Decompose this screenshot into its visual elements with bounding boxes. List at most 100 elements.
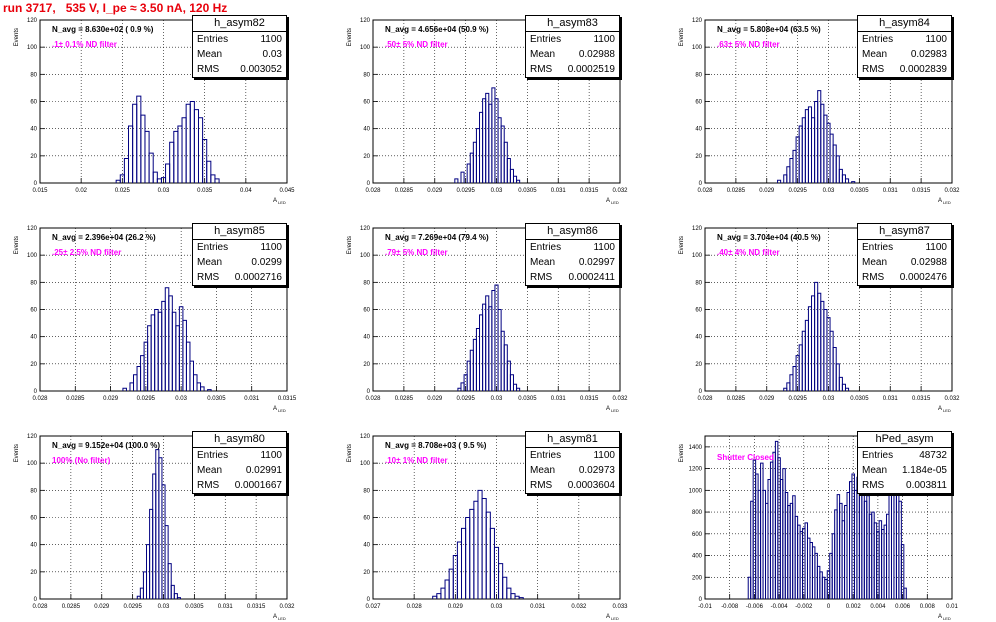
stats-key-entries: Entries: [197, 34, 229, 45]
stats-key-rms: RMS: [530, 272, 553, 283]
x-tick-label: 0.0295: [123, 604, 142, 610]
stats-row-rms: RMS 0.0002411: [526, 270, 619, 285]
stats-row-mean: Mean 0.02988: [858, 255, 951, 270]
n-avg-label: N_avg = 7.269e+04 (79.4 %): [385, 233, 489, 242]
stats-row-mean: Mean 0.02983: [858, 47, 951, 62]
stats-value-rms: 0.003811: [906, 480, 947, 491]
histogram-bin: [207, 389, 212, 391]
y-tick-label: 80: [695, 280, 702, 286]
histogram-bin: [516, 387, 521, 391]
y-tick-label: 100: [360, 45, 371, 51]
n-avg-label: N_avg = 9.152e+04 (100.0 %): [52, 441, 161, 450]
y-axis-title: Events: [14, 236, 20, 254]
x-tick-label: 0.0305: [518, 188, 537, 194]
y-tick-label: 20: [363, 154, 370, 160]
n-avg-label: N_avg = 3.704e+04 (40.5 %): [717, 233, 821, 242]
stats-key-rms: RMS: [862, 272, 885, 283]
stats-key-entries: Entries: [197, 450, 229, 461]
stats-box: h_asym82 Entries 1100 Mean 0.03 RMS 0.003052: [192, 15, 287, 78]
y-axis-title: Events: [679, 28, 685, 46]
stats-key-entries: Entries: [862, 34, 894, 45]
stats-value-rms: 0.0001667: [234, 480, 282, 491]
stats-row-rms: RMS 0.0001667: [193, 478, 286, 493]
stats-value-entries: 1100: [593, 34, 615, 45]
histogram-bin: [900, 544, 905, 599]
stats-key-rms: RMS: [530, 480, 553, 491]
x-tick-label: 0.028: [697, 396, 713, 402]
y-tick-label: 0: [367, 181, 371, 187]
stats-key-mean: Mean: [530, 465, 556, 476]
stats-key-rms: RMS: [530, 64, 553, 75]
x-tick-label: 0.0315: [912, 396, 931, 402]
histogram-bin: [148, 152, 154, 183]
histogram-name: h_asym85: [193, 224, 286, 240]
stats-row-entries: Entries 48732: [858, 448, 951, 463]
x-tick-label: 0.0305: [207, 396, 226, 402]
stats-value-rms: 0.0002411: [568, 272, 615, 283]
y-tick-label: 120: [27, 18, 38, 24]
x-tick-label: 0.028: [407, 604, 423, 610]
n-avg-label: N_avg = 8.630e+02 ( 0.9 %): [52, 25, 154, 34]
y-tick-label: 120: [692, 226, 703, 232]
y-tick-label: 0: [34, 597, 38, 603]
x-axis-title: ALED: [273, 198, 286, 205]
histogram-bin: [512, 175, 518, 183]
stats-box: h_asym81 Entries 1100 Mean 0.02973 RMS 0.00036…: [525, 431, 620, 494]
y-tick-label: 40: [363, 127, 370, 133]
stats-box: h_asym87 Entries 1100 Mean 0.02988 RMS 0.00024…: [857, 223, 952, 286]
x-tick-label: 0.03: [491, 188, 503, 194]
y-tick-label: 40: [363, 335, 370, 341]
y-tick-label: 400: [692, 554, 703, 560]
y-tick-label: 60: [363, 100, 370, 106]
x-tick-label: 0.028: [32, 604, 48, 610]
x-tick-label: 0.025: [115, 188, 131, 194]
stats-box: h_asym85 Entries 1100 Mean 0.0299 RMS 0.000271…: [192, 223, 287, 286]
stats-row-mean: Mean 0.03: [193, 47, 286, 62]
x-axis-title: ALED: [938, 198, 951, 205]
stats-row-rms: RMS 0.0002476: [858, 270, 951, 285]
x-tick-label: 0.028: [32, 396, 48, 402]
x-tick-label: 0.03: [491, 396, 503, 402]
y-tick-label: 800: [692, 510, 703, 516]
x-tick-label: 0.01: [946, 604, 958, 610]
y-tick-label: 80: [30, 280, 37, 286]
histogram-bin: [176, 597, 181, 599]
stats-row-rms: RMS 0.0003604: [526, 478, 619, 493]
stats-row-rms: RMS 0.003052: [193, 62, 286, 77]
x-tick-label: 0.002: [846, 604, 862, 610]
y-tick-label: 100: [692, 253, 703, 259]
stats-value-mean: 0.02973: [578, 465, 615, 476]
stats-key-mean: Mean: [197, 257, 223, 268]
x-tick-label: 0.0285: [62, 604, 81, 610]
y-tick-label: 40: [695, 127, 702, 133]
x-tick-label: 0.0295: [137, 396, 156, 402]
x-tick-label: 0.032: [944, 396, 960, 402]
x-tick-label: 0.015: [32, 188, 48, 194]
stats-value-rms: 0.0002839: [899, 64, 947, 75]
x-tick-label: 0.031: [218, 604, 234, 610]
x-tick-label: 0.027: [365, 604, 381, 610]
stats-value-entries: 1100: [593, 242, 615, 253]
x-tick-label: 0: [827, 604, 831, 610]
x-tick-label: 0.031: [530, 604, 546, 610]
stats-value-mean: 1.184e-05: [901, 465, 947, 476]
stats-row-rms: RMS 0.003811: [858, 478, 951, 493]
x-tick-label: 0.031: [883, 396, 899, 402]
y-tick-label: 80: [363, 280, 370, 286]
y-tick-label: 40: [695, 335, 702, 341]
y-tick-label: 60: [30, 516, 37, 522]
histogram-name: h_asym87: [858, 224, 951, 240]
filter-label: 100% (No filter): [52, 456, 111, 465]
histogram-bin: [516, 179, 521, 183]
y-axis-title: Events: [347, 28, 353, 46]
x-tick-label: 0.0315: [278, 396, 297, 402]
histogram-name: hPed_asym: [858, 432, 951, 448]
x-tick-label: 0.032: [571, 604, 587, 610]
x-tick-label: 0.028: [697, 188, 713, 194]
x-tick-label: -0.002: [795, 604, 813, 610]
stats-value-mean: 0.0299: [251, 257, 282, 268]
y-tick-label: 20: [30, 362, 37, 368]
x-tick-label: 0.0305: [518, 396, 537, 402]
